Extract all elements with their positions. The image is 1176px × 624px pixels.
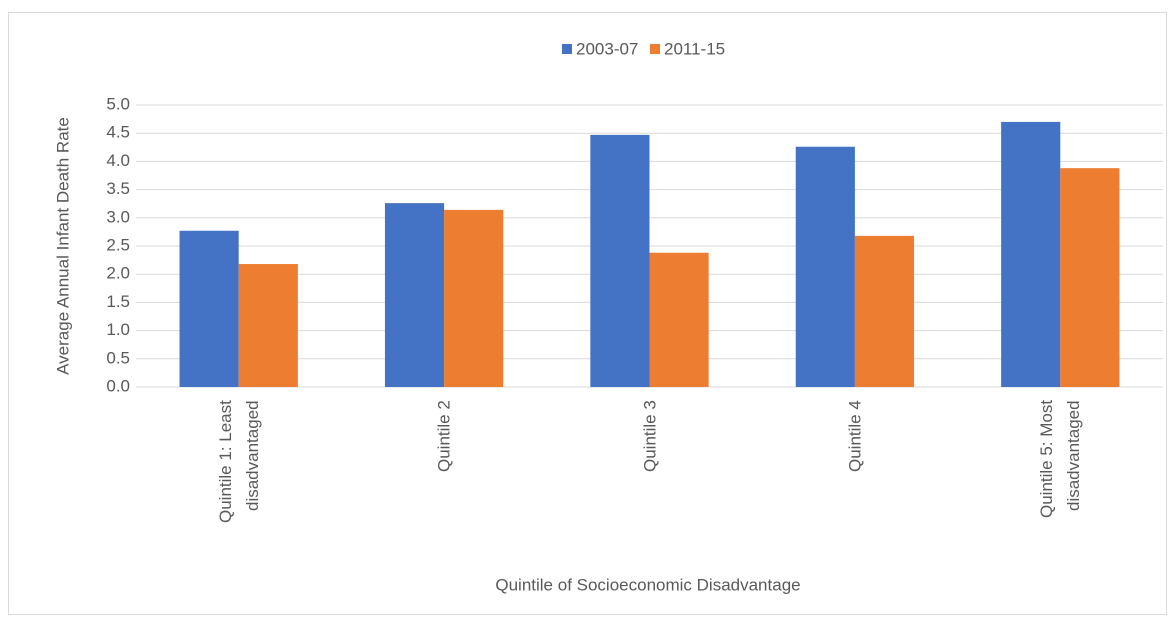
y-tick-label: 0.0: [106, 376, 130, 395]
x-tick-label: Quintile 5: Most disadvantaged: [1037, 400, 1084, 519]
x-axis-title: Quintile of Socioeconomic Disadvantage: [495, 575, 800, 594]
x-tick-label: Quintile 3: [640, 400, 659, 472]
bar: [854, 235, 915, 387]
bar: [1060, 168, 1120, 387]
bar: [444, 209, 504, 387]
y-tick-label: 3.0: [106, 207, 130, 226]
y-tick-label: 4.5: [106, 123, 130, 142]
bar: [795, 146, 855, 387]
legend-label: 2011-15: [664, 39, 725, 58]
bar: [1001, 121, 1061, 388]
y-tick-label: 5.0: [106, 94, 130, 113]
x-tick-label: Quintile 4: [845, 400, 865, 472]
bar: [179, 230, 239, 387]
y-tick-label: 1.0: [106, 320, 130, 339]
y-tick-label: 1.5: [106, 292, 130, 311]
y-tick-label: 0.5: [106, 348, 130, 367]
bar: [590, 134, 650, 387]
bar: [238, 264, 298, 387]
y-tick-label: 2.0: [106, 264, 130, 283]
x-tick-label: Quintile 2: [434, 400, 454, 472]
bar: [649, 252, 709, 387]
legend-swatch: [562, 44, 572, 54]
y-tick-label: 3.5: [106, 179, 130, 198]
legend-swatch: [650, 44, 660, 54]
y-axis-title: Average Annual Infant Death Rate: [53, 117, 72, 375]
y-tick-label: 4.0: [106, 151, 130, 170]
legend-label: 2003-07: [576, 39, 638, 58]
y-tick-label: 2.5: [106, 235, 130, 254]
bar: [384, 203, 445, 387]
x-tick-label: Quintile 1: Least disadvantaged: [215, 400, 262, 523]
